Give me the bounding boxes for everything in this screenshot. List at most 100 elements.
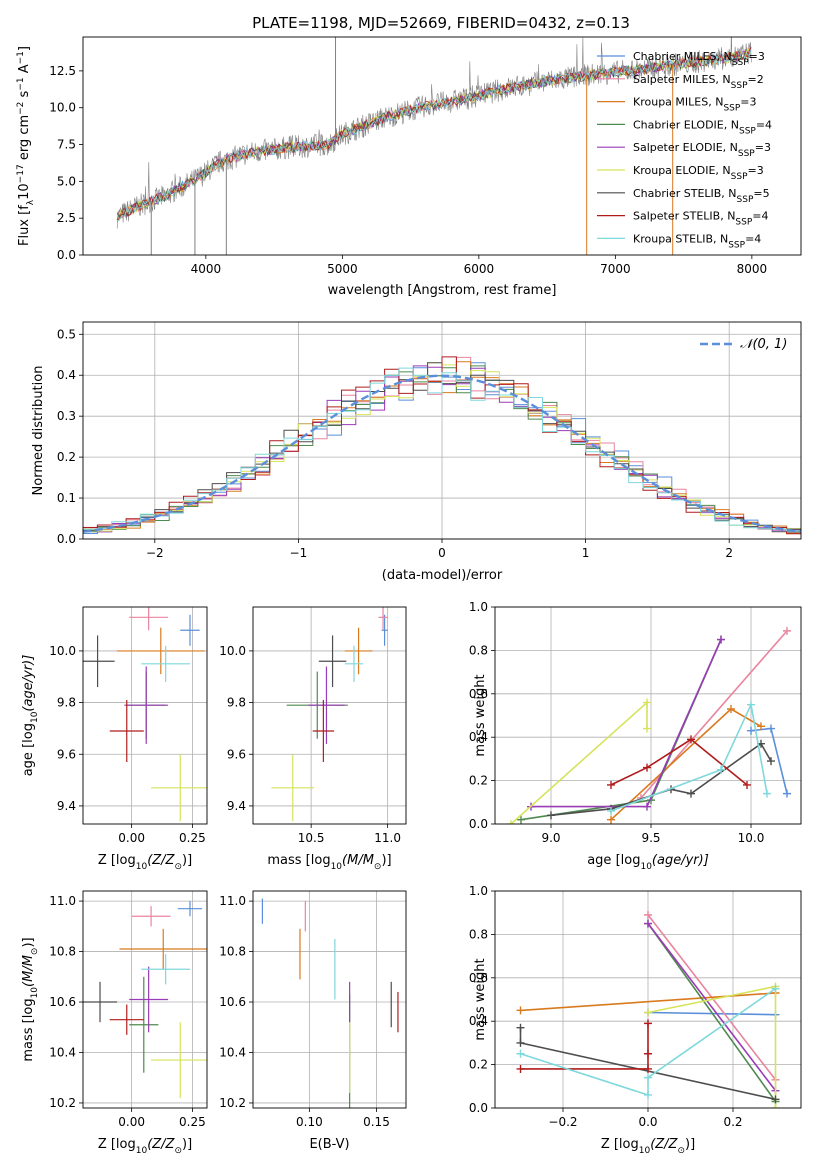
residuals-xtick-label: −2 (146, 546, 164, 560)
age_vs_z-frame (82, 606, 208, 825)
weight_vs_age-ytick-label: 0.8 (469, 643, 488, 657)
legend-label-salpeter-elodie: Salpeter ELODIE, NSSP=3 (633, 141, 771, 159)
residuals-ytick-label: 0.5 (57, 327, 76, 341)
age_vs_z-ytick-label: 9.4 (57, 799, 76, 813)
weight_vs_age-xtick-label: 10.0 (738, 831, 765, 845)
age_vs_z-ytick-label: 9.8 (57, 696, 76, 710)
weight_vs_age-ytick-label: 0.4 (469, 730, 488, 744)
weight_vs_z-ytick-label: 0.6 (469, 971, 488, 985)
age_vs_mass-ytick-label: 9.8 (227, 696, 246, 710)
weight_vs_age-ytick-label: 0.2 (469, 774, 488, 788)
series-marker-chabrier-miles (747, 726, 755, 735)
series-marker-kroupa-stelib (717, 765, 725, 774)
series-marker-salpeter-miles (644, 910, 652, 919)
spectrum-xtick-label: 4000 (191, 262, 222, 276)
mass_vs_z-xtick-label: 0.00 (118, 1115, 145, 1129)
mass-vs-z-xlabel: Z [log10(Z/Z⊙)] (98, 1137, 192, 1156)
weight-vs-z-lines (516, 910, 780, 1108)
residuals-xlabel: (data-model)/error (382, 568, 503, 583)
legend-label-salpeter-elodie-part: SSP (738, 149, 755, 159)
series-marker-salpeter-stelib (516, 1064, 525, 1073)
weight_vs_age-ytick-label: 0.6 (469, 687, 488, 701)
series-marker-chabrier-stelib (516, 1023, 525, 1032)
mass_vs_ebv-ytick-label: 10.8 (219, 945, 246, 959)
mass_vs_ebv-ytick-label: 10.6 (219, 995, 246, 1009)
weight_vs_z-frame (494, 890, 802, 1109)
weight-vs-z-xlabel-part: 10 (639, 1146, 651, 1156)
legend-label-salpeter-miles-part: SSP (731, 81, 748, 91)
age_vs_z-xtick-label: 0.25 (179, 831, 206, 845)
spectrum-ylabel-part: s (17, 90, 32, 101)
weight_vs_age-ytick-label: 1.0 (469, 600, 488, 614)
mass_vs_ebv-xtick-label: 0.15 (363, 1115, 390, 1129)
spectrum-ylabel-part: −2 (16, 102, 26, 115)
spectrum-ylabel-part: −1 (16, 51, 26, 64)
weight-vs-age-xlabel-part: (age/yr)] (652, 853, 709, 868)
model-spectrum-kroupa-stelib (116, 49, 752, 222)
series-marker-salpeter-stelib (644, 1064, 652, 1073)
age_vs_mass-frame (252, 606, 407, 825)
series-marker-chabrier-elodie (517, 815, 525, 824)
age-vs-z-ylabel-part: age [log (21, 723, 36, 776)
spectrum-ytick-label: 12.5 (49, 64, 76, 78)
age-vs-mass-xlabel-part: (M/M (342, 853, 374, 868)
weight_vs_z-ytick-label: 0.0 (469, 1101, 488, 1115)
mass_vs_z-ytick-label: 10.6 (49, 995, 76, 1009)
weight-vs-age-lines (507, 626, 791, 824)
age-vs-z-xlabel-part: )] (182, 853, 192, 868)
legend-label-chabrier-stelib-part: =5 (753, 187, 769, 200)
weight-vs-z-xlabel-part: Z [log (601, 1137, 639, 1152)
mass_vs_z-ytick-label: 11.0 (49, 894, 76, 908)
legend-label-chabrier-miles-part: =3 (749, 50, 765, 63)
series-line-chabrier-stelib (550, 742, 772, 817)
series-marker-salpeter-stelib (643, 763, 651, 772)
mass_vs_ebv-ytick-label: 11.0 (219, 894, 246, 908)
legend-label-chabrier-stelib: Chabrier STELIB, NSSP=5 (633, 187, 770, 205)
series-marker-salpeter-stelib (607, 780, 615, 789)
histogram-steps (83, 356, 801, 535)
age-vs-z-points (83, 607, 207, 822)
series-marker-chabrier-miles (783, 789, 791, 798)
weight_vs_z-ytick-label: 0.4 (469, 1014, 488, 1028)
weight_vs_z-ytick-label: 0.2 (469, 1058, 488, 1072)
legend-label-salpeter-miles-part: Salpeter MILES, N (633, 73, 731, 86)
spectrum-xtick-label: 5000 (327, 262, 358, 276)
series-marker-salpeter-elodie (644, 919, 652, 928)
residuals-ylabel: Normed distribution (31, 366, 46, 496)
series-marker-kroupa-stelib (771, 984, 780, 993)
spectrum-ytick-label: 5.0 (57, 174, 76, 188)
series-marker-chabrier-miles (767, 724, 775, 733)
mass_vs_ebv-ytick-label: 10.4 (219, 1045, 246, 1059)
series-marker-kroupa-elodie (771, 1104, 780, 1108)
age-vs-z-xlabel: Z [log10(Z/Z⊙)] (98, 853, 192, 872)
legend-label-salpeter-stelib: Salpeter STELIB, NSSP=4 (633, 210, 769, 228)
age-vs-z-xlabel-part: Z [log (98, 853, 136, 868)
age_vs_mass-xtick-label: 10.5 (298, 831, 325, 845)
mass-vs-z-xlabel-part: (Z/Z (147, 1137, 175, 1152)
age-vs-mass-xlabel-part: )] (381, 853, 391, 868)
mass-vs-ebv-panel: 0.10 0.15 10.2 10.4 10.6 10.8 11.0 E(B-V) (219, 890, 407, 1152)
spectrum-xtick-label: 8000 (737, 262, 768, 276)
legend-label-chabrier-miles-part: Chabrier MILES, N (633, 50, 732, 63)
age-vs-z-xlabel-part: (Z/Z (147, 853, 175, 868)
mass_vs_z-frame (82, 890, 208, 1109)
age_vs_mass-ytick-label: 10.0 (219, 644, 246, 658)
legend-label-kroupa-elodie: Kroupa ELODIE, NSSP=3 (633, 164, 764, 182)
age_vs_mass-ytick-label: 9.4 (227, 799, 246, 813)
spectrum-ylabel-part: λ (26, 199, 36, 205)
series-marker-chabrier-stelib (771, 1095, 780, 1104)
legend-label-kroupa-elodie-part: SSP (731, 172, 748, 182)
spectrum-xtick-label: 7000 (600, 262, 631, 276)
series-marker-kroupa-elodie (507, 820, 515, 824)
legend-label-kroupa-miles-part: Kroupa MILES, N (633, 96, 723, 109)
weight-vs-z-ylabel: mass weight (473, 958, 488, 1040)
age_vs_z-ytick-label: 10.0 (49, 644, 76, 658)
legend-label-salpeter-miles: Salpeter MILES, NSSP=2 (633, 73, 764, 91)
legend-label-chabrier-elodie-part: =4 (756, 118, 772, 131)
weight_vs_z-ytick-label: 1.0 (469, 884, 488, 898)
age-vs-mass-xlabel-part: mass [log (267, 853, 330, 868)
series-marker-salpeter-stelib (644, 1049, 652, 1058)
residuals-xtick-label: −1 (290, 546, 308, 560)
residuals-panel: −2 −1 0 1 2 0.0 0.1 0.2 0.3 0.4 0.5 𝒩(0, 1) (data-mo… (31, 321, 802, 583)
legend-label-salpeter-elodie-part: =3 (755, 141, 771, 154)
